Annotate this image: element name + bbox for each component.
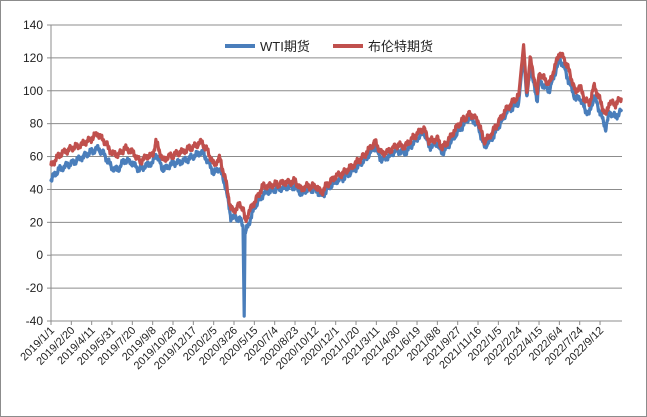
legend-label-1: 布伦特期货 — [368, 39, 433, 54]
y-tick-label-8: -20 — [26, 281, 44, 295]
legend-label-0: WTI期货 — [260, 39, 310, 54]
y-tick-label-7: 0 — [36, 248, 43, 262]
y-tick-label-2: 100 — [23, 84, 43, 98]
y-tick-label-9: -40 — [26, 314, 44, 328]
series-line-1 — [49, 43, 623, 224]
y-tick-label-6: 20 — [30, 215, 44, 229]
y-tick-label-4: 60 — [30, 150, 44, 164]
y-tick-label-1: 120 — [23, 51, 43, 65]
y-tick-label-0: 140 — [23, 18, 43, 32]
y-tick-label-3: 80 — [30, 117, 44, 131]
y-tick-label-5: 40 — [30, 182, 44, 196]
